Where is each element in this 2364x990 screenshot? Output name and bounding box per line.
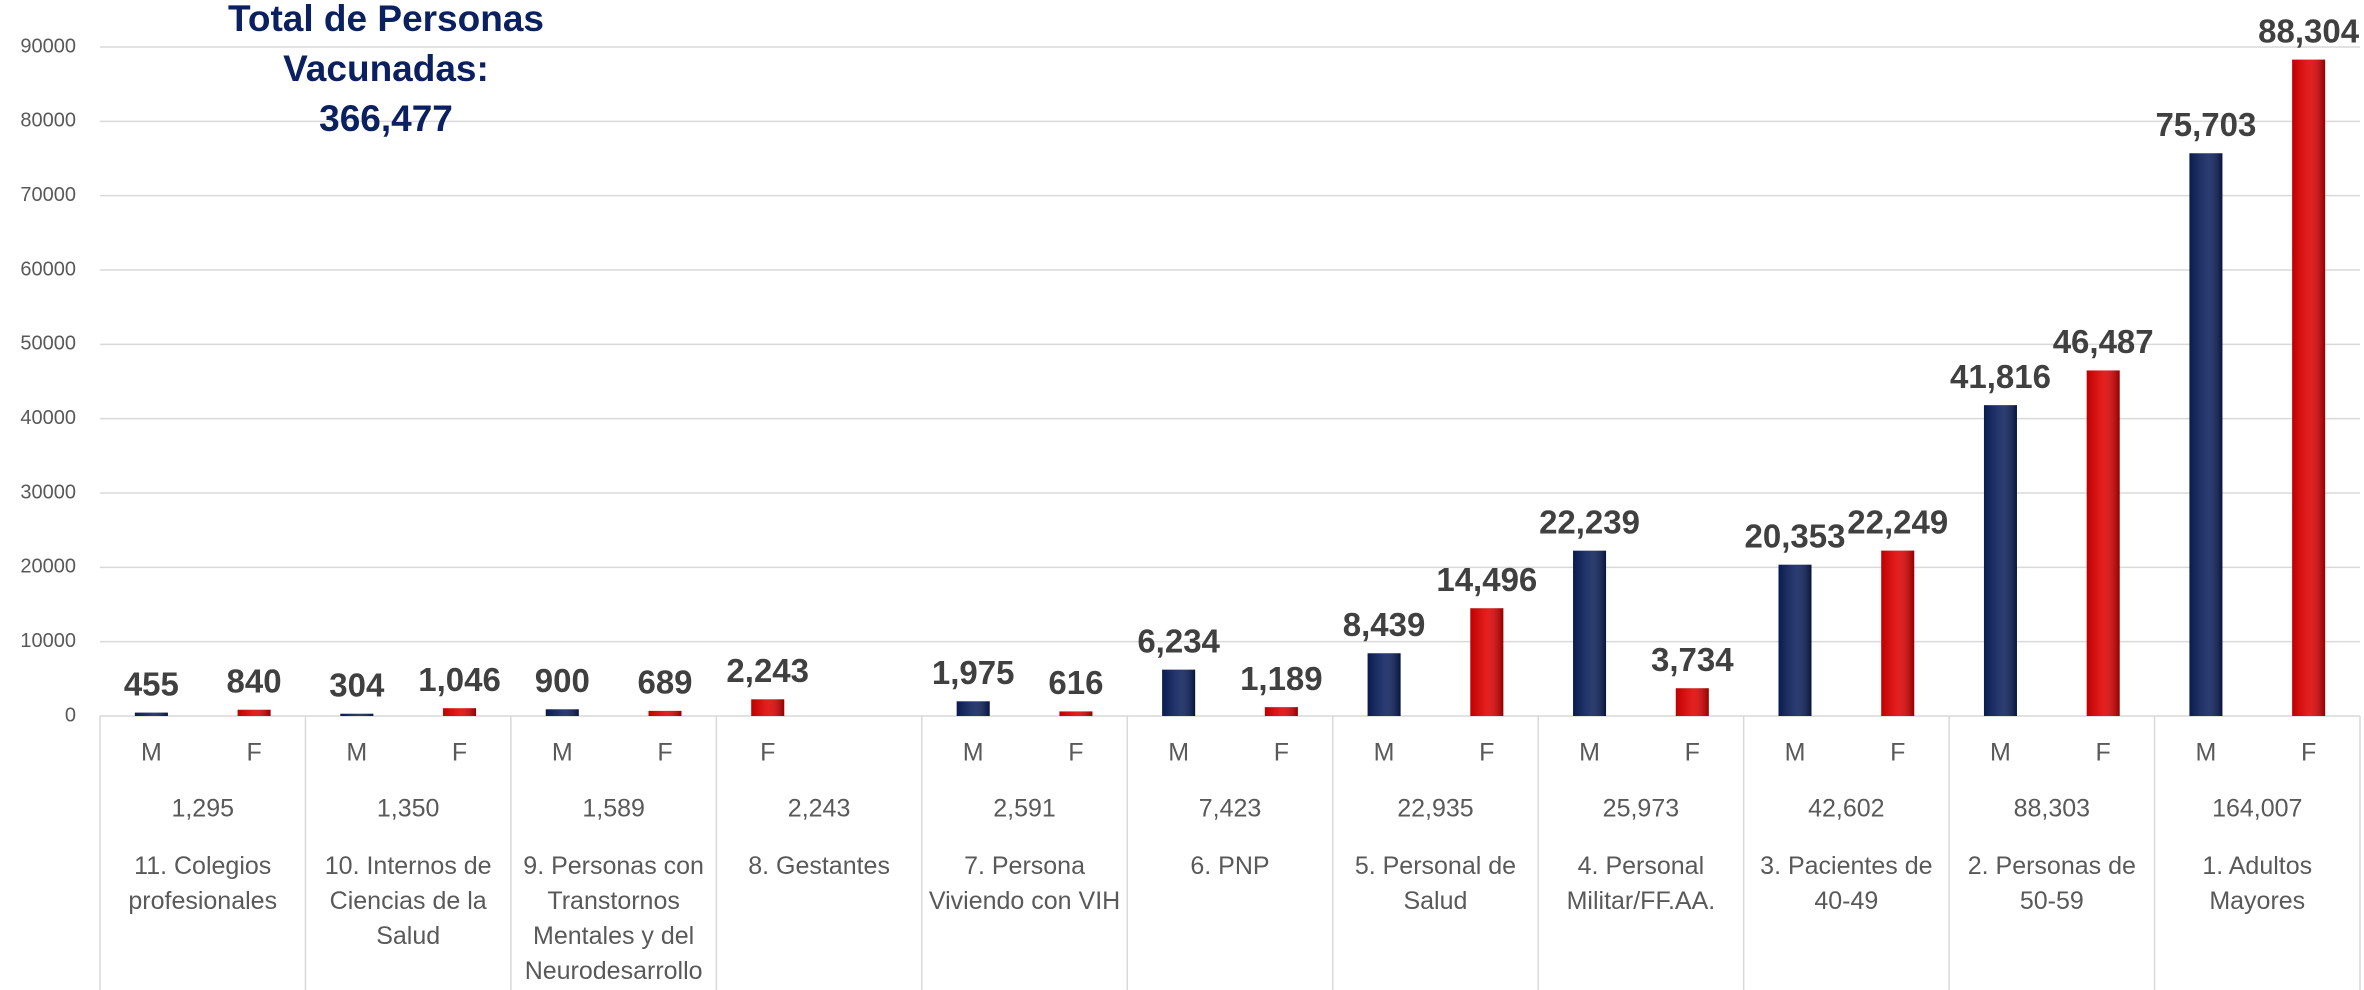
bar-shade [1675, 688, 1709, 716]
value-label: 22,239 [1539, 503, 1640, 540]
value-label: 455 [124, 665, 179, 702]
x-category-label: 1. Adultos Mayores [2202, 852, 2313, 915]
bar-shade [1778, 564, 1812, 716]
bar-shade [1573, 550, 1607, 716]
bar-shade [340, 713, 374, 716]
value-label: 41,816 [1950, 358, 2051, 395]
sex-label: M [1579, 739, 1600, 767]
x-category-label: 11. Colegios profesionales [128, 852, 278, 915]
y-tick-label: 10000 [20, 630, 76, 652]
bar-shade [2086, 370, 2120, 716]
y-tick-label: 60000 [20, 258, 76, 280]
value-label: 840 [227, 662, 282, 699]
sex-label: F [1068, 739, 1083, 767]
sex-label: M [346, 739, 367, 767]
x-category-label: 8. Gestantes [748, 852, 890, 880]
sex-label: F [2096, 739, 2111, 767]
sex-label: F [246, 739, 261, 767]
bar-shade [1059, 711, 1093, 716]
sex-label: M [963, 739, 984, 767]
y-tick-label: 70000 [20, 184, 76, 206]
bar-shade [956, 701, 990, 716]
value-label: 46,487 [2053, 323, 2154, 360]
sex-label: M [1785, 739, 1806, 767]
value-label: 616 [1048, 664, 1103, 701]
bar-shade [545, 709, 579, 716]
value-label: 20,353 [1745, 517, 1846, 554]
total-label: 366,477 [319, 98, 453, 139]
value-label: 304 [329, 666, 385, 703]
value-label: 1,975 [932, 654, 1015, 691]
y-tick-label: 80000 [20, 110, 76, 132]
x-category-label: 7. Persona Viviendo con VIH [928, 852, 1121, 915]
sex-label: F [760, 739, 775, 767]
sex-label: F [452, 739, 467, 767]
group-total: 2,243 [788, 795, 851, 823]
value-label: 1,189 [1240, 660, 1323, 697]
x-category-label: 6. PNP [1190, 852, 1270, 880]
sex-label: M [552, 739, 573, 767]
sex-label: F [1479, 739, 1494, 767]
group-total: 42,602 [1808, 795, 1884, 823]
bar-shade [237, 709, 271, 716]
x-category-label: 4. Personal Militar/FF.AA. [1566, 852, 1716, 915]
group-total: 2,591 [993, 795, 1056, 823]
sex-label: M [2195, 739, 2216, 767]
sex-label: F [1274, 739, 1289, 767]
group-total: 1,589 [582, 795, 645, 823]
bar-shade [1881, 550, 1915, 716]
value-label: 2,243 [726, 652, 809, 689]
value-label: 88,304 [2258, 12, 2360, 49]
chart-title: Total de Personas Vacunadas: [228, 0, 544, 89]
value-label: 14,496 [1436, 561, 1537, 598]
bar-shade [751, 699, 785, 716]
group-total: 1,295 [171, 795, 234, 823]
y-tick-label: 90000 [20, 35, 76, 57]
bar-shade [2292, 59, 2326, 716]
value-label: 3,734 [1651, 641, 1734, 678]
bar-shade [1264, 707, 1298, 716]
y-tick-label: 30000 [20, 481, 76, 503]
bar-shade [1367, 653, 1401, 716]
y-tick-label: 0 [65, 704, 76, 726]
value-label: 75,703 [2155, 106, 2256, 143]
bar-shade [443, 708, 477, 716]
value-label: 22,249 [1847, 503, 1948, 540]
bar-shade [1983, 405, 2017, 716]
bar-shade [2189, 153, 2223, 717]
value-label: 8,439 [1343, 606, 1426, 643]
group-total: 25,973 [1603, 795, 1679, 823]
y-tick-label: 50000 [20, 333, 76, 355]
x-category-label: 10. Internos de Ciencias de la Salud [324, 852, 492, 950]
sex-label: F [2301, 739, 2316, 767]
value-label: 900 [535, 662, 590, 699]
x-category-label: 5. Personal de Salud [1354, 852, 1517, 915]
sex-label: F [657, 739, 672, 767]
group-total: 7,423 [1199, 795, 1262, 823]
value-label: 1,046 [418, 661, 501, 698]
sex-label: M [141, 739, 162, 767]
bar-shade [648, 710, 682, 716]
sex-label: F [1685, 739, 1700, 767]
bar-shade [134, 712, 168, 716]
value-label: 6,234 [1137, 622, 1220, 659]
x-category-label: 3. Pacientes de 40-49 [1760, 852, 1933, 915]
y-tick-label: 40000 [20, 407, 76, 429]
bar-shade [1162, 669, 1196, 716]
group-total: 22,935 [1397, 795, 1473, 823]
group-total: 1,350 [377, 795, 440, 823]
value-label: 689 [637, 664, 692, 701]
sex-label: M [1168, 739, 1189, 767]
x-category-label: 9. Personas con Transtornos Mentales y d… [523, 852, 704, 985]
bar-shade [1470, 608, 1504, 716]
group-total: 88,303 [2014, 795, 2090, 823]
sex-label: M [1990, 739, 2011, 767]
group-total: 164,007 [2212, 795, 2302, 823]
sex-label: M [1374, 739, 1395, 767]
sex-label: F [1890, 739, 1905, 767]
y-tick-label: 20000 [20, 556, 76, 578]
x-category-label: 2. Personas de 50-59 [1967, 852, 2136, 915]
